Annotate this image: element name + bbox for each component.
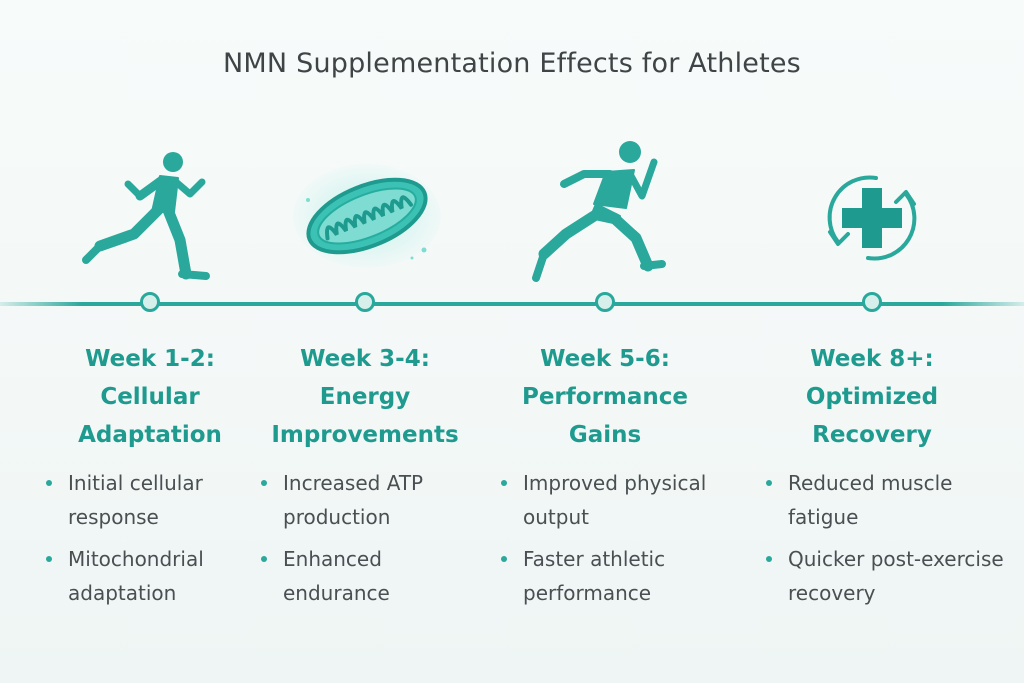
stage-title: Week 1-2: Cellular Adaptation (78, 346, 222, 448)
list-item: Mitochondrial adaptation (42, 542, 242, 610)
stage-week-8-plus: Week 8+: Optimized Recovery Reduced musc… (752, 340, 1004, 618)
stage-week-5-6: Week 5-6: Performance Gains Improved phy… (485, 340, 725, 618)
sprinter-icon (532, 141, 666, 282)
bullet-icon (501, 556, 507, 562)
mitochondria-icon (293, 164, 441, 268)
list-item: Faster athletic performance (497, 542, 727, 610)
stage-week-1-2: Week 1-2: Cellular Adaptation Initial ce… (30, 340, 270, 618)
bullet-icon (766, 480, 772, 486)
timeline-node (862, 292, 882, 312)
bullet-icon (46, 480, 52, 486)
list-item: Enhanced endurance (257, 542, 457, 610)
bullet-icon (46, 556, 52, 562)
stage-title: Week 5-6: Performance Gains (521, 346, 689, 448)
stage-list: Reduced muscle fatigue Quicker post-exer… (762, 466, 1012, 610)
list-item: Initial cellular response (42, 466, 242, 534)
stage-list: Increased ATP production Enhanced endura… (257, 466, 457, 610)
list-item: Improved physical output (497, 466, 727, 534)
stage-list: Improved physical output Faster athletic… (497, 466, 727, 610)
list-item: Reduced muscle fatigue (762, 466, 1012, 534)
bullet-icon (766, 556, 772, 562)
page-title: NMN Supplementation Effects for Athletes (223, 48, 801, 79)
bullet-icon (261, 556, 267, 562)
list-item: Increased ATP production (257, 466, 457, 534)
bullet-icon (261, 480, 267, 486)
recovery-cross-icon (827, 175, 917, 261)
list-item: Quicker post-exercise recovery (762, 542, 1012, 610)
stage-list: Initial cellular response Mitochondrial … (42, 466, 242, 610)
stage-title: Week 3-4: Energy Improvements (271, 346, 459, 448)
timeline-node (140, 292, 160, 312)
timeline-line (0, 302, 1024, 306)
timeline-node (595, 292, 615, 312)
stage-title: Week 8+: Optimized Recovery (805, 346, 939, 448)
bullet-icon (501, 480, 507, 486)
timeline-node (355, 292, 375, 312)
runner-icon (82, 152, 210, 280)
stage-week-3-4: Week 3-4: Energy Improvements Increased … (245, 340, 485, 618)
